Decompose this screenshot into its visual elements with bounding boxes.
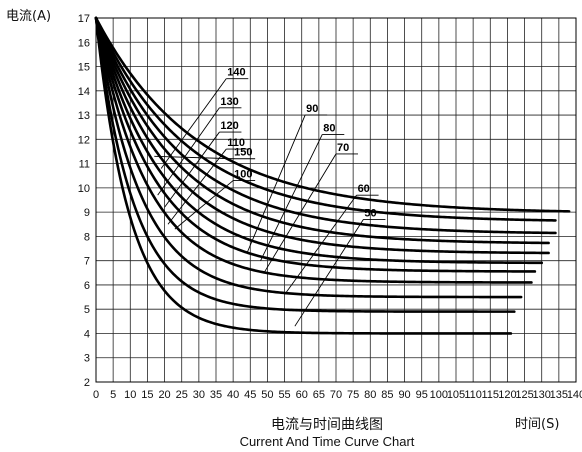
x-tick-label-85: 85 xyxy=(381,389,393,401)
curve-130 xyxy=(94,16,557,235)
x-tick-label-65: 65 xyxy=(313,389,325,401)
x-tick-label-35: 35 xyxy=(210,389,222,401)
x-tick-label-125: 125 xyxy=(515,389,533,401)
y-tick-label-4: 4 xyxy=(84,328,90,340)
series-label-130: 130 xyxy=(220,96,238,108)
x-tick-label-20: 20 xyxy=(158,389,170,401)
y-tick-label-6: 6 xyxy=(84,280,90,292)
y-tick-label-11: 11 xyxy=(79,159,90,171)
callout-line-50 xyxy=(294,219,364,327)
y-tick-label-16: 16 xyxy=(78,37,90,49)
curve-150 xyxy=(94,16,571,213)
y-tick-label-8: 8 xyxy=(84,231,90,243)
curve-60 xyxy=(94,16,516,313)
series-label-150: 150 xyxy=(234,147,252,159)
curve-100 xyxy=(94,16,544,265)
x-tick-label-5: 5 xyxy=(110,389,116,401)
series-label-60: 60 xyxy=(358,183,370,195)
y-tick-label-9: 9 xyxy=(84,207,90,219)
series-label-50: 50 xyxy=(364,207,376,219)
x-tick-label-95: 95 xyxy=(416,389,428,401)
curves xyxy=(94,16,571,335)
y-tick-label-17: 17 xyxy=(78,13,90,25)
x-tick-label-110: 110 xyxy=(464,389,482,401)
series-label-90: 90 xyxy=(306,103,318,115)
chart-title: 电流与时间曲线图 xyxy=(271,417,383,433)
x-tick-label-70: 70 xyxy=(330,389,342,401)
x-tick-label-140: 140 xyxy=(567,389,582,401)
y-tick-label-10: 10 xyxy=(78,183,90,195)
callout-line-90 xyxy=(246,114,306,254)
y-tick-label-12: 12 xyxy=(78,134,90,146)
callout-line-60 xyxy=(284,194,357,295)
y-tick-label-5: 5 xyxy=(84,304,90,316)
x-tick-label-135: 135 xyxy=(550,389,568,401)
x-tick-label-130: 130 xyxy=(533,389,551,401)
curve-50 xyxy=(94,16,513,335)
y-tick-label-7: 7 xyxy=(84,256,90,268)
x-tick-label-100: 100 xyxy=(430,389,448,401)
x-tick-label-75: 75 xyxy=(347,389,359,401)
callout-line-140 xyxy=(160,78,227,169)
x-tick-label-120: 120 xyxy=(498,389,516,401)
y-tick-label-15: 15 xyxy=(78,62,90,74)
curve-80 xyxy=(94,16,533,284)
callout-line-100 xyxy=(174,180,234,230)
plot-frame xyxy=(95,17,577,383)
x-tick-label-30: 30 xyxy=(193,389,205,401)
y-tick-label-14: 14 xyxy=(78,86,90,98)
x-tick-label-90: 90 xyxy=(398,389,410,401)
series-label-70: 70 xyxy=(337,142,349,154)
series-label-110: 110 xyxy=(227,137,245,149)
axes: 0 5 10 15 20 25 30 35 40 45 50 55 60 65 70 75 80 85 90 95 10… xyxy=(78,13,582,401)
series-label-80: 80 xyxy=(323,122,335,134)
grid xyxy=(95,17,577,383)
x-tick-label-0: 0 xyxy=(93,389,99,401)
x-tick-label-40: 40 xyxy=(227,389,239,401)
x-tick-label-45: 45 xyxy=(244,389,256,401)
x-tick-label-60: 60 xyxy=(296,389,308,401)
x-tick-label-10: 10 xyxy=(124,389,136,401)
x-tick-label-15: 15 xyxy=(141,389,153,401)
callout-line-130 xyxy=(157,107,220,196)
series-label-100: 100 xyxy=(234,169,252,181)
series-label-120: 120 xyxy=(220,120,238,132)
curve-70 xyxy=(94,16,523,299)
callout-line-150 xyxy=(154,155,234,160)
y-tick-label-13: 13 xyxy=(78,110,90,122)
curve-90 xyxy=(94,16,537,273)
x-tick-label-55: 55 xyxy=(278,389,290,401)
x-tick-label-105: 105 xyxy=(447,389,465,401)
y-axis-label: 电流(A) xyxy=(6,9,51,24)
x-axis-label: 时间(S) xyxy=(515,417,559,432)
series-label-140: 140 xyxy=(227,67,245,79)
x-tick-label-50: 50 xyxy=(261,389,273,401)
callout-line-70 xyxy=(263,153,337,274)
callout-line-80 xyxy=(260,134,323,261)
y-tick-label-3: 3 xyxy=(84,353,90,365)
callout-line-120 xyxy=(164,131,220,208)
x-tick-label-115: 115 xyxy=(482,389,500,401)
chart-subtitle: Current And Time Curve Chart xyxy=(240,434,415,449)
x-tick-label-80: 80 xyxy=(364,389,376,401)
callout-line-110 xyxy=(167,148,227,225)
y-tick-label-2: 2 xyxy=(84,377,90,389)
curve-140 xyxy=(94,16,557,222)
x-tick-label-25: 25 xyxy=(176,389,188,401)
